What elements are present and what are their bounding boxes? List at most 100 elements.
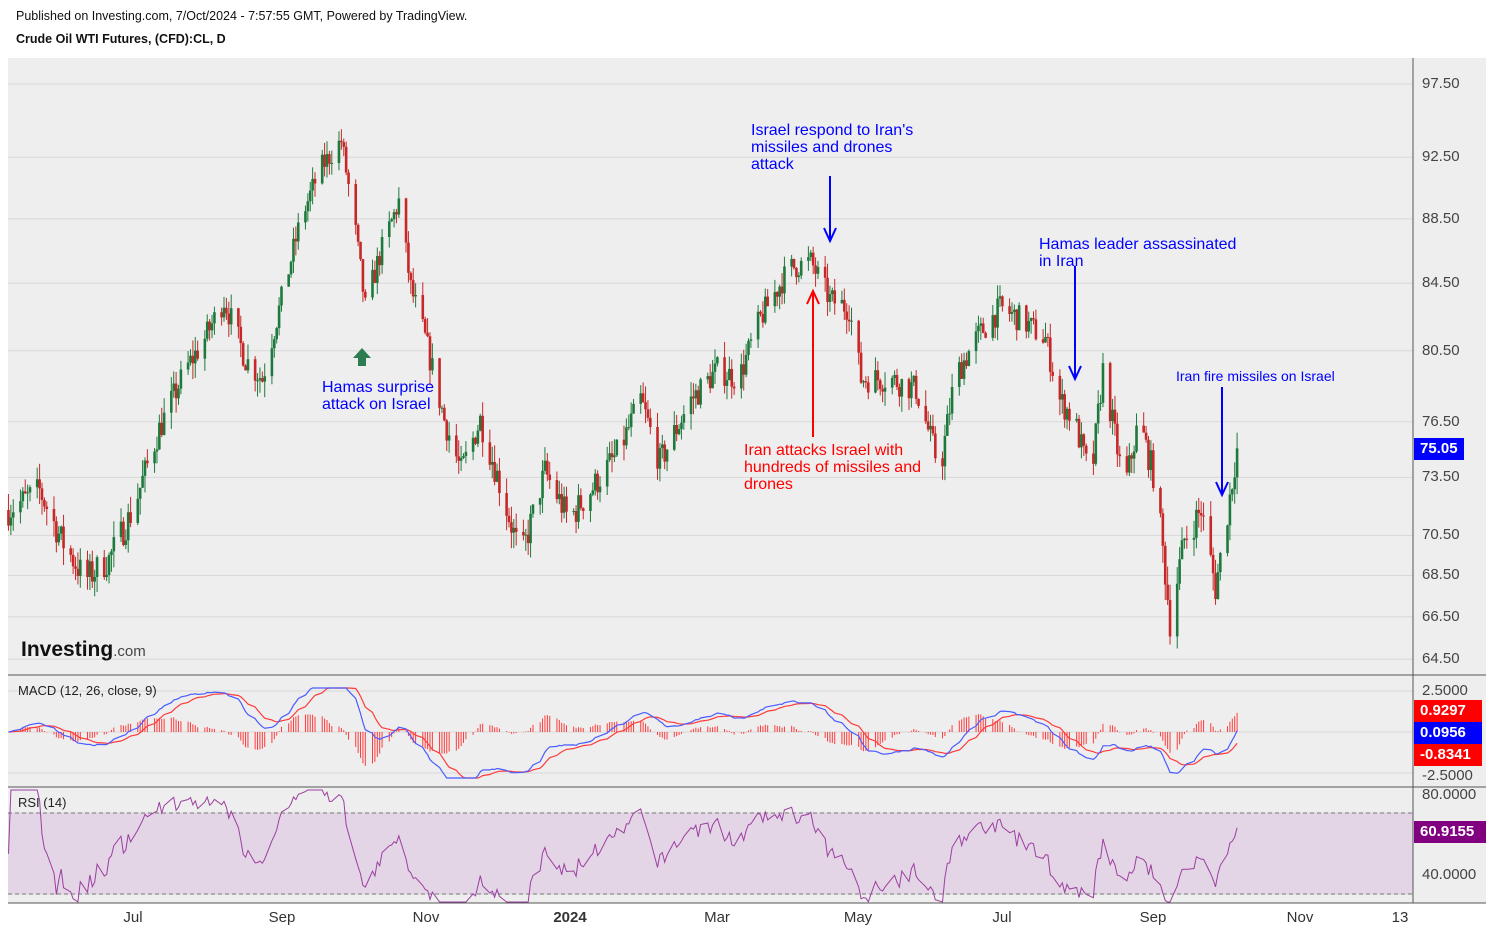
macd-label: MACD (12, 26, close, 9) xyxy=(18,683,157,698)
candle-body xyxy=(699,379,702,405)
candle-body xyxy=(1183,538,1186,541)
candle-body xyxy=(814,265,817,274)
price-tick: 92.50 xyxy=(1422,148,1460,166)
candle-body xyxy=(840,299,844,304)
annotation-israel-respond: Israel respond to Iran's missiles and dr… xyxy=(751,122,914,173)
time-tick: Nov xyxy=(1286,909,1314,926)
candle-body xyxy=(967,351,971,366)
candle-body xyxy=(244,365,247,371)
candle-body xyxy=(632,403,635,414)
candle-body xyxy=(471,437,475,452)
candle-body xyxy=(1202,515,1205,517)
candle-body xyxy=(478,415,482,431)
candle-body xyxy=(423,319,427,333)
candle-body xyxy=(404,198,408,243)
candle-body xyxy=(811,252,815,266)
candle-body xyxy=(155,449,159,452)
candle-body xyxy=(296,222,300,242)
candle-body xyxy=(1226,525,1229,554)
candle-body xyxy=(1080,434,1083,448)
candle-body xyxy=(1235,448,1239,478)
candle-body xyxy=(529,513,532,544)
arrow-down-icon xyxy=(1215,387,1229,498)
candle-body xyxy=(86,559,89,577)
candle-body xyxy=(579,495,583,509)
candle-body xyxy=(239,326,243,344)
time-tick: Jul xyxy=(992,909,1012,926)
candle-body xyxy=(1180,540,1184,560)
candle-body xyxy=(1178,559,1181,584)
candle-body xyxy=(160,422,164,435)
candle-body xyxy=(862,381,865,383)
candle-body xyxy=(522,531,525,536)
candle-body xyxy=(555,480,559,500)
candle-body xyxy=(716,357,719,364)
price-tick: 66.50 xyxy=(1422,607,1460,625)
candle-body xyxy=(797,275,801,278)
candle-body xyxy=(256,380,259,382)
candle-body xyxy=(1075,418,1078,421)
candle-body xyxy=(354,184,358,225)
candle-body xyxy=(11,512,15,518)
candle-body xyxy=(572,511,575,513)
candle-body xyxy=(984,332,987,338)
candle-body xyxy=(689,396,693,415)
candle-body xyxy=(914,375,918,399)
time-tick: Sep xyxy=(1139,909,1167,926)
candle-body xyxy=(1041,339,1045,343)
candle-body xyxy=(732,386,736,389)
macd-hist-tag: 0.9297 xyxy=(1414,700,1482,722)
arrow-down-icon xyxy=(1068,266,1082,382)
candle-body xyxy=(761,313,765,323)
price-tick: 80.50 xyxy=(1422,341,1460,359)
candle-body xyxy=(979,323,983,326)
candle-body xyxy=(847,319,851,322)
candle-body xyxy=(538,498,542,505)
candle-body xyxy=(392,212,396,220)
candle-body xyxy=(375,256,379,283)
candle-body xyxy=(95,557,99,577)
macd-line xyxy=(8,687,1238,779)
candle-body xyxy=(110,551,113,556)
candle-body xyxy=(706,376,710,380)
candle-body xyxy=(991,315,995,338)
candle-body xyxy=(974,331,978,352)
candle-body xyxy=(965,360,968,366)
candle-body xyxy=(1068,408,1071,421)
candle-body xyxy=(210,323,214,331)
candle-body xyxy=(189,355,192,363)
candle-body xyxy=(414,295,417,297)
candle-body xyxy=(1142,425,1145,433)
candle-body xyxy=(1027,320,1031,332)
candle-body xyxy=(598,486,602,493)
candle-body xyxy=(90,561,94,582)
candle-body xyxy=(646,409,650,418)
candle-body xyxy=(831,290,834,295)
candle-body xyxy=(411,280,415,297)
candle-body xyxy=(759,311,762,314)
candle-body xyxy=(998,296,1002,299)
candle-body xyxy=(773,292,777,307)
candle-body xyxy=(380,237,384,266)
candle-body xyxy=(445,420,449,441)
candle-body xyxy=(996,298,999,328)
candle-body xyxy=(514,527,518,532)
candle-body xyxy=(1065,408,1069,420)
candle-body xyxy=(222,307,226,318)
candle-body xyxy=(864,381,868,383)
candle-body xyxy=(1101,363,1105,403)
candle-body xyxy=(1132,451,1136,459)
candle-body xyxy=(766,296,769,307)
candle-body xyxy=(1185,538,1189,540)
candle-body xyxy=(1166,584,1169,600)
candle-body xyxy=(426,332,429,337)
candle-body xyxy=(531,504,535,514)
candle-body xyxy=(1163,545,1167,585)
candle-body xyxy=(105,574,108,578)
candle-body xyxy=(330,162,334,164)
candle-body xyxy=(498,470,501,494)
candle-body xyxy=(62,526,65,549)
candle-body xyxy=(574,511,578,522)
candle-body xyxy=(890,377,894,388)
